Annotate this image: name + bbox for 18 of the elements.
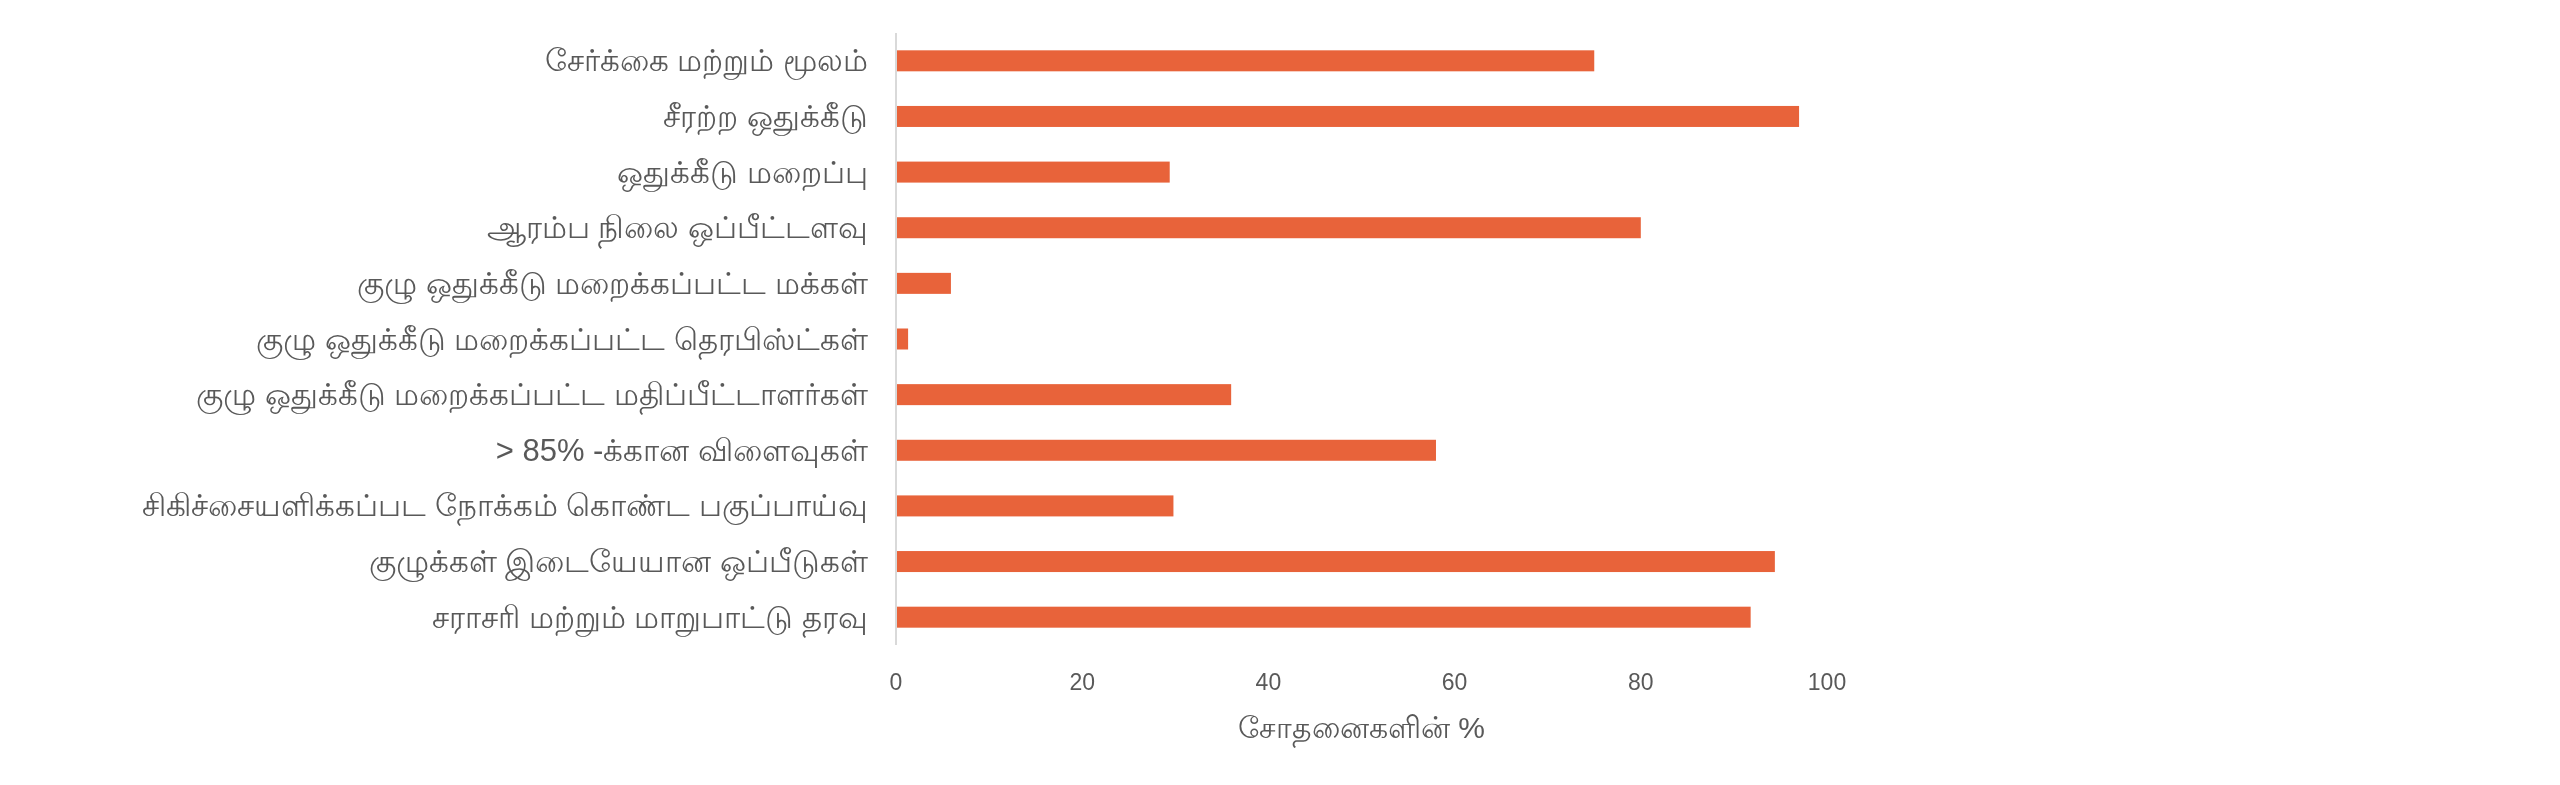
y-tick-label: ஒதுக்கீடு மறைப்பு xyxy=(617,154,868,192)
x-tick-label: 80 xyxy=(1628,669,1654,695)
x-tick-label: 40 xyxy=(1255,669,1282,695)
y-tick-label: குழு ஒதுக்கீடு மறைக்கப்பட்ட மதிப்பீட்டாளர்கள் xyxy=(196,377,868,416)
y-tick-label: குழுக்கள் இடையேயான ஒப்பீடுகள் xyxy=(368,544,868,583)
y-tick-label: சேர்க்கை மற்றும் மூலம் xyxy=(544,43,868,81)
x-tick-label: 0 xyxy=(889,669,903,695)
y-tick-label: குழு ஒதுக்கீடு மறைக்கப்பட்ட மக்கள் xyxy=(357,265,868,304)
x-tick-label: 20 xyxy=(1069,669,1095,695)
y-tick-label: ஆரம்ப நிலை ஒப்பீட்டளவு xyxy=(486,210,868,250)
x-tick-label: 100 xyxy=(1807,669,1847,695)
y-tick-label: சிகிச்சையளிக்கப்பட நோக்கம் கொண்ட பகுப்பாய்வு xyxy=(142,488,868,527)
y-tick-label: குழு ஒதுக்கீடு மறைக்கப்பட்ட தெரபிஸ்ட்கள் xyxy=(256,321,868,360)
y-tick-label: > 85% -க்கான விளைவுகள் xyxy=(495,432,868,468)
x-axis-title: சோதனைகளின் % xyxy=(1237,711,1486,748)
y-tick-label: சீரற்ற ஒதுக்கீடு xyxy=(663,98,868,136)
x-tick-label: 60 xyxy=(1441,669,1468,695)
y-tick-label: சராசரி மற்றும் மாறுபாட்டு தரவு xyxy=(432,599,868,638)
